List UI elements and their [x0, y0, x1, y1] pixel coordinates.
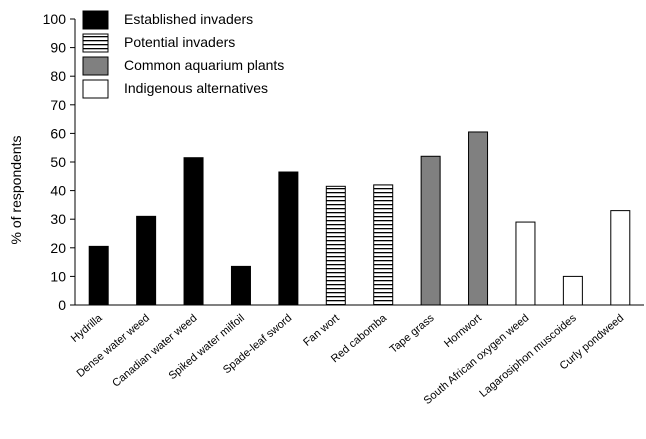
y-axis-ticks: 0 10 20 30 40 50 60 70 80 90 100 [43, 11, 75, 313]
x-tick-label: Hornwort [442, 312, 484, 350]
legend-swatch [82, 33, 109, 53]
bar [278, 171, 299, 306]
legend-swatch [82, 56, 109, 76]
bar [88, 245, 109, 306]
x-tick-label: Canadian water weed [110, 312, 199, 390]
y-tick-label: 30 [50, 211, 66, 227]
bar [610, 210, 631, 306]
y-tick-label: 70 [50, 97, 66, 113]
legend-label: Indigenous alternatives [124, 80, 268, 96]
legend-label: Common aquarium plants [124, 57, 284, 73]
bar [420, 155, 441, 306]
legend: Established invaders Potential invaders Co… [82, 10, 284, 99]
legend-swatch [82, 79, 109, 99]
y-tick-label: 40 [50, 183, 66, 199]
y-axis-label: % of respondents [8, 136, 24, 245]
bar [230, 265, 251, 306]
x-tick-label: Tape grass [388, 312, 437, 356]
y-tick-label: 50 [50, 154, 66, 170]
bar [468, 131, 489, 306]
bar [183, 157, 204, 306]
legend-label: Established invaders [124, 11, 253, 27]
y-tick-label: 60 [50, 125, 66, 141]
bar [325, 185, 346, 306]
x-tick-label: Fan wort [301, 312, 341, 349]
bar [373, 184, 394, 306]
y-tick-label: 80 [50, 68, 66, 84]
y-tick-label: 20 [50, 240, 66, 256]
y-tick-label: 100 [43, 11, 67, 27]
bars [88, 131, 631, 306]
legend-swatch [82, 10, 109, 30]
legend-label: Potential invaders [124, 34, 235, 50]
y-tick-label: 90 [50, 40, 66, 56]
bar [136, 215, 157, 306]
x-tick-label: Lagarosiphon muscoides [477, 312, 579, 400]
bar [562, 275, 583, 306]
y-tick-label: 10 [50, 268, 66, 284]
y-tick-label: 0 [58, 297, 66, 313]
bar [515, 221, 536, 306]
x-tick-label: Hydrilla [69, 312, 105, 345]
